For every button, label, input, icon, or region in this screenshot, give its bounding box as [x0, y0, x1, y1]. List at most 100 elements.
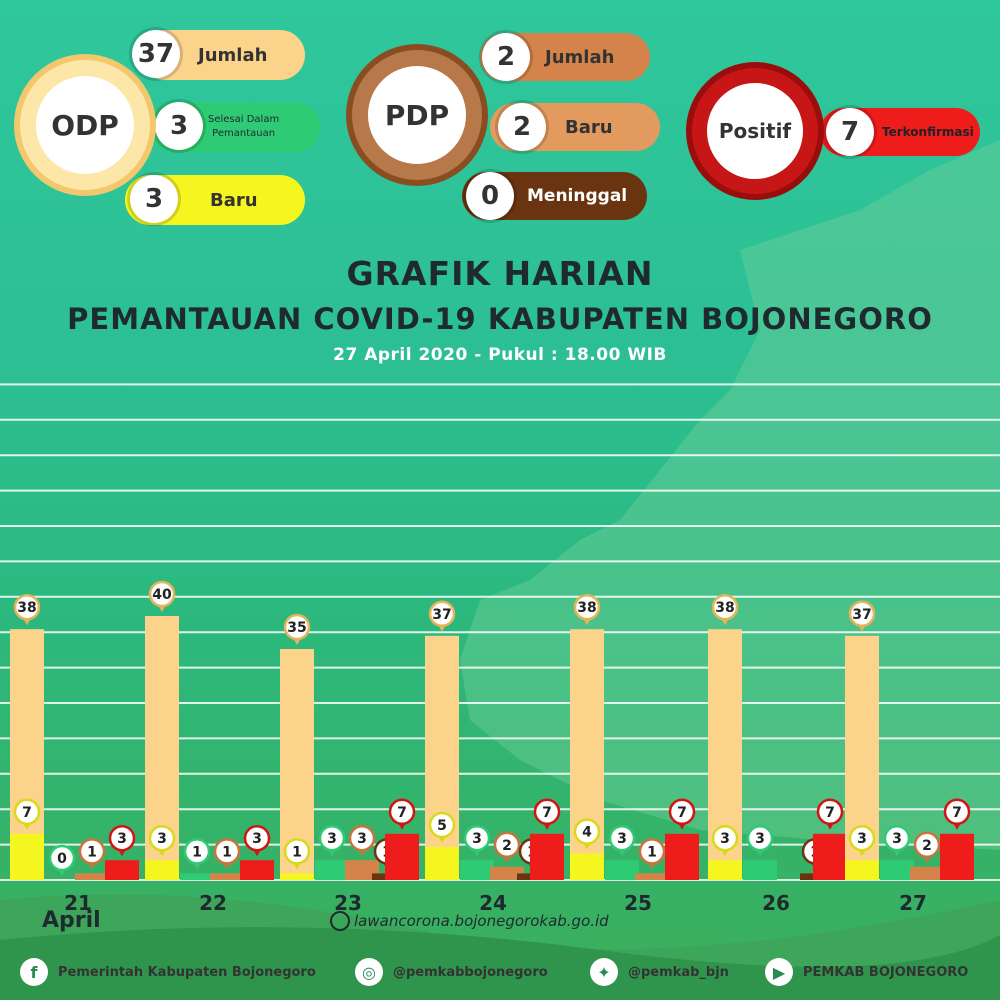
data-label: 3 — [327, 831, 337, 847]
bar-selesai-dalam-pemantauan-25 — [605, 860, 639, 880]
footer-facebook[interactable]: f Pemerintah Kabupaten Bojonegoro — [20, 958, 316, 986]
bar-odp-baru-21 — [10, 833, 44, 880]
youtube-text: PEMKAB BOJONEGORO — [803, 964, 969, 980]
data-label: 3 — [892, 831, 902, 847]
data-label-pointer — [253, 849, 261, 857]
data-label-pointer — [223, 862, 231, 870]
data-label: 5 — [437, 818, 447, 834]
data-label-pointer — [648, 862, 656, 870]
data-label-pointer — [473, 849, 481, 857]
footer-youtube[interactable]: ▶ PEMKAB BOJONEGORO — [765, 958, 968, 986]
data-label-pointer — [826, 822, 834, 830]
positif-value: 7 — [826, 108, 874, 156]
odp-selesai-value: 3 — [155, 102, 203, 150]
data-label: 40 — [152, 587, 172, 603]
pdp-baru-label: Baru — [565, 116, 613, 138]
data-label: 3 — [157, 831, 167, 847]
data-label-pointer — [293, 862, 301, 870]
positif-value-label: Terkonfirmasi — [882, 125, 974, 139]
data-label-pointer — [328, 849, 336, 857]
youtube-icon: ▶ — [765, 958, 793, 986]
bar-odp-baru-27 — [845, 860, 879, 880]
data-label: 1 — [292, 844, 302, 860]
bars: 3870134031133513317375321738431738331737… — [10, 580, 974, 880]
data-label: 1 — [647, 844, 657, 860]
website-link[interactable]: lawancorona.bojonegorokab.go.id — [330, 911, 609, 931]
x-tick-label: 22 — [199, 891, 227, 915]
instagram-icon: ◎ — [355, 958, 383, 986]
facebook-icon: f — [20, 958, 48, 986]
positif-ring: Positif — [692, 68, 818, 194]
bar-pdp-baru-27 — [910, 866, 944, 880]
bar-positif-25 — [665, 833, 699, 880]
data-label-pointer — [721, 849, 729, 857]
bar-positif-22 — [240, 860, 274, 880]
pdp-meninggal-label: Meninggal — [527, 186, 628, 206]
data-label: 3 — [357, 831, 367, 847]
bar-pdp-baru-22 — [210, 873, 244, 880]
data-label: 7 — [677, 805, 687, 821]
data-label-pointer — [923, 855, 931, 863]
bar-selesai-dalam-pemantauan-24 — [460, 860, 494, 880]
bar-selesai-dalam-pemantauan-23 — [315, 860, 349, 880]
x-tick-label: 21 — [64, 891, 92, 915]
odp-selesai-label-2: Pemantauan — [212, 128, 276, 139]
data-label: 3 — [472, 831, 482, 847]
data-label-pointer — [58, 869, 66, 876]
data-label-pointer — [503, 855, 511, 863]
data-label: 37 — [852, 607, 871, 623]
bar-odp-baru-26 — [708, 860, 742, 880]
data-label: 0 — [57, 851, 67, 867]
odp-baru-value: 3 — [130, 175, 178, 223]
footer-twitter[interactable]: ✦ @pemkab_bjn — [590, 958, 729, 986]
data-label: 7 — [397, 805, 407, 821]
data-label: 2 — [922, 838, 932, 854]
bar-pdp-baru-24 — [490, 866, 524, 880]
data-label: 1 — [222, 844, 232, 860]
x-tick-label: 26 — [762, 891, 790, 915]
bar-odp-baru-25 — [570, 853, 604, 880]
data-label: 3 — [755, 831, 765, 847]
data-label-pointer — [756, 849, 764, 857]
data-label: 7 — [825, 805, 835, 821]
data-label-pointer — [438, 624, 446, 632]
data-label: 3 — [617, 831, 627, 847]
data-label: 3 — [720, 831, 730, 847]
odp-baru-label: Baru — [210, 189, 258, 211]
pdp-label: PDP — [368, 66, 466, 164]
odp-selesai-label-1: Selesai Dalam — [208, 114, 280, 125]
bar-selesai-dalam-pemantauan-26 — [743, 860, 777, 880]
positif-label: Positif — [707, 83, 803, 179]
data-label: 35 — [287, 620, 306, 636]
odp-jumlah-label: Jumlah — [198, 44, 268, 66]
twitter-text: @pemkab_bjn — [628, 964, 729, 980]
data-label-pointer — [193, 862, 201, 870]
month-label: April — [42, 908, 101, 933]
data-label-pointer — [358, 849, 366, 857]
x-tick-labels: 21 22 23 24 25 26 27 — [64, 891, 927, 915]
x-tick-label: 27 — [899, 891, 927, 915]
x-tick-label: 25 — [624, 891, 652, 915]
data-label: 3 — [857, 831, 867, 847]
instagram-text: @pemkabbojonegoro — [393, 964, 548, 980]
odp-label: ODP — [36, 76, 134, 174]
daily-bar-chart: 3870134031133513317375321738431738331737… — [0, 383, 1000, 915]
data-label: 37 — [432, 607, 451, 623]
x-tick-label: 24 — [479, 891, 507, 915]
data-label: 7 — [952, 805, 962, 821]
pdp-jumlah-label: Jumlah — [545, 46, 615, 68]
pdp-baru-value: 2 — [498, 103, 546, 151]
data-label-pointer — [398, 822, 406, 830]
bar-pdp-baru-21 — [75, 873, 109, 880]
chart-date: 27 April 2020 - Pukul : 18.00 WIB — [333, 345, 667, 365]
data-label: 3 — [117, 831, 127, 847]
footer-instagram[interactable]: ◎ @pemkabbojonegoro — [355, 958, 548, 986]
data-label: 1 — [192, 844, 202, 860]
data-label: 38 — [17, 600, 36, 616]
globe-icon — [330, 911, 350, 931]
data-label-pointer — [583, 618, 591, 626]
data-label-pointer — [543, 822, 551, 830]
data-label-pointer — [438, 836, 446, 843]
bar-positif-21 — [105, 860, 139, 880]
